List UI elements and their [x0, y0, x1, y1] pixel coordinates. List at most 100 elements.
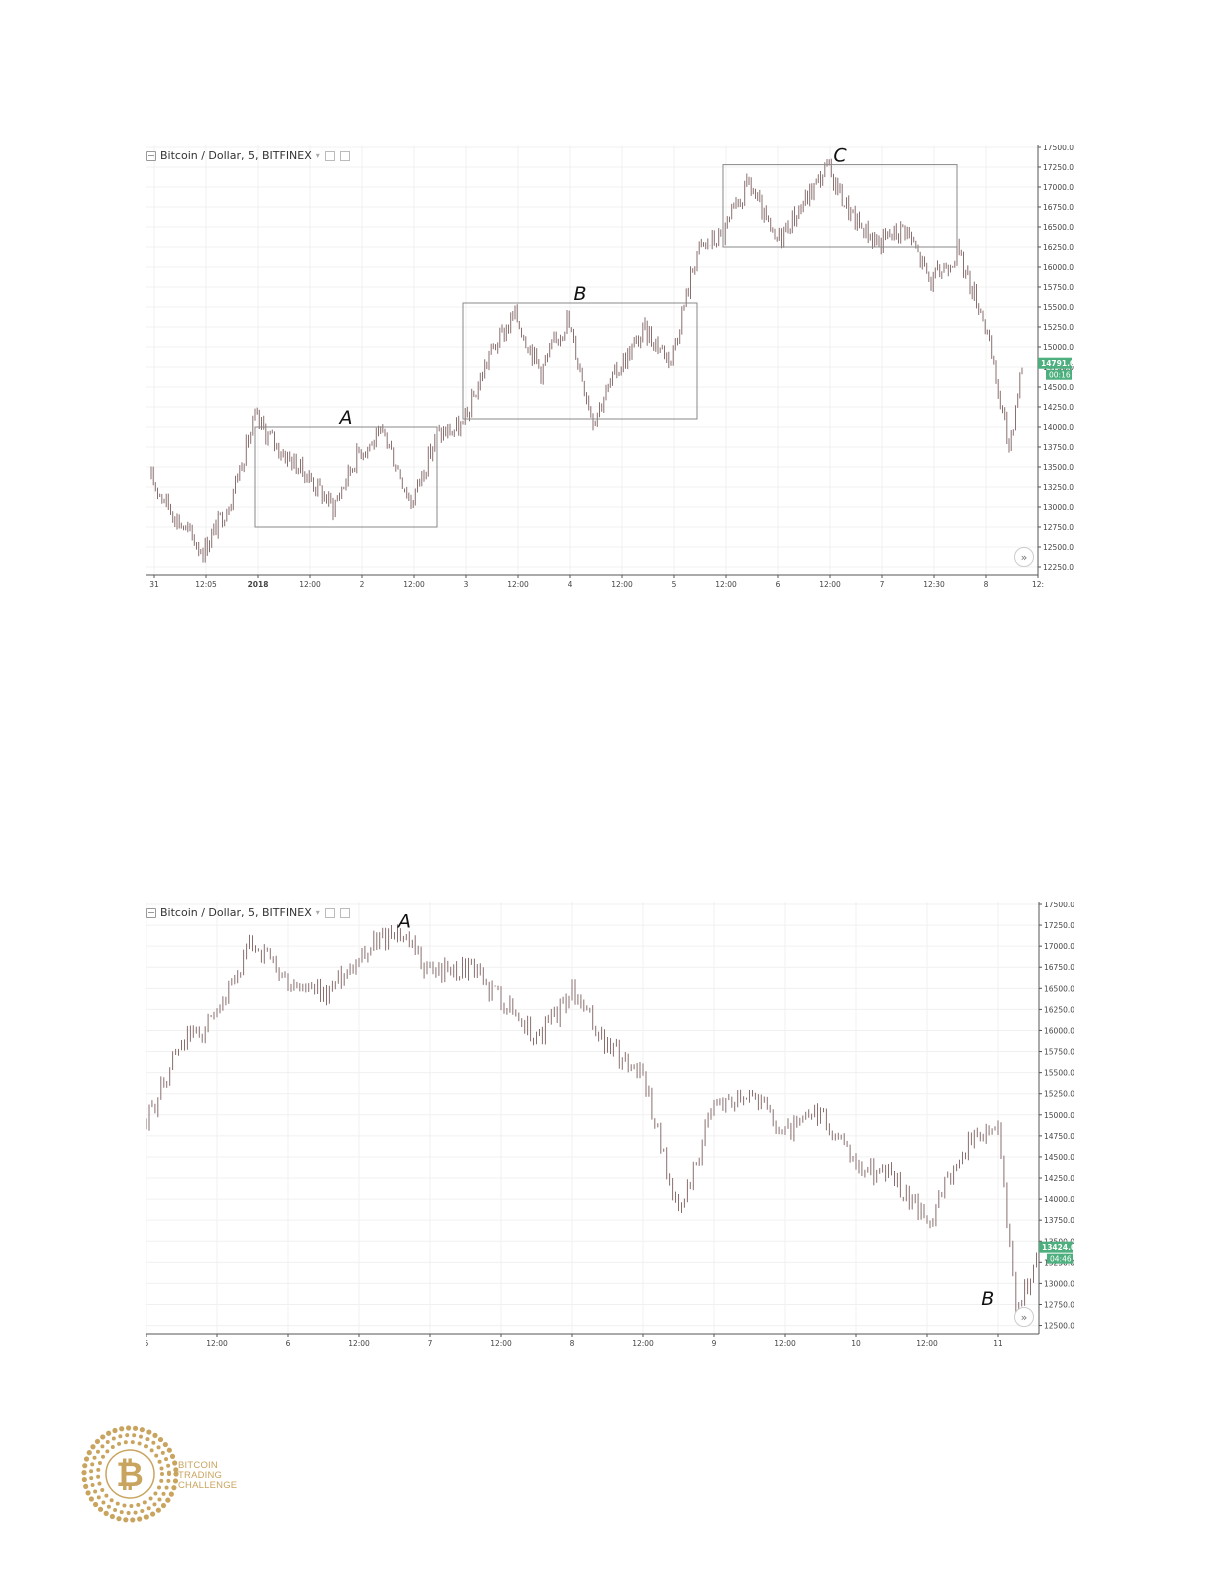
time-tick-label: 2018	[248, 580, 269, 589]
settings-icon[interactable]	[324, 150, 335, 161]
price-tick-label: 16750.0	[1043, 203, 1074, 212]
price-tick-label: 14250.0	[1043, 403, 1074, 412]
time-tick-label: 7	[880, 580, 885, 589]
price-axis-bg	[1039, 902, 1074, 1348]
coin-ring	[105, 1449, 155, 1499]
time-tick-label: 6	[286, 1339, 291, 1348]
time-tick-label: 12:00	[611, 580, 633, 589]
annotation-label-B: B	[981, 1288, 994, 1310]
price-tick-label: 17000.0	[1043, 183, 1074, 192]
chart-bottom[interactable]: A B 17500.0 17250.0 17000.0 16750.0 16500.0 162…	[146, 902, 1074, 1348]
price-tick-label: 16000.0	[1044, 1026, 1074, 1035]
caret-down-icon[interactable]: ▾	[315, 151, 320, 160]
time-tick-label: 12:00	[507, 580, 529, 589]
logo-line-1: BITCOIN	[178, 1460, 218, 1471]
price-tick-label: 16750.0	[1044, 963, 1074, 972]
time-tick-label: 12:00	[819, 580, 841, 589]
price-tick-label: 15250.0	[1043, 323, 1074, 332]
chart-legend[interactable]: Bitcoin / Dollar, 5, BITFINEX ▾	[146, 906, 350, 919]
price-tick-label: 15750.0	[1043, 283, 1074, 292]
time-tick-label: 31	[149, 580, 159, 589]
price-tick-label: 16250.0	[1044, 1005, 1074, 1014]
price-tick-label: 17500.0	[1043, 145, 1074, 152]
price-tick-label: 15000.0	[1044, 1111, 1074, 1120]
price-tick-label: 12750.0	[1044, 1300, 1074, 1309]
scroll-to-realtime-button[interactable]: »	[1014, 547, 1034, 567]
symbol-label: Bitcoin / Dollar, 5, BITFINEX	[160, 906, 312, 919]
price-axis[interactable]: 17500.0 17250.0 17000.0 16750.0 16500.0 16250…	[1037, 145, 1074, 590]
price-tick-label: 14500.0	[1043, 383, 1074, 392]
price-series	[146, 924, 1070, 1316]
time-tick-label: 12:00	[490, 1339, 512, 1348]
price-tick-label: 13000.0	[1044, 1279, 1074, 1288]
price-tick-label: 17250.0	[1043, 163, 1074, 172]
annotations: A B C	[254, 145, 958, 528]
price-tick-label: 14250.0	[1044, 1174, 1074, 1183]
price-tick-label: 16500.0	[1043, 223, 1074, 232]
price-tick-label: 15500.0	[1043, 303, 1074, 312]
hide-icon[interactable]	[339, 150, 350, 161]
hide-icon[interactable]	[339, 907, 350, 918]
time-tick-label: 12:00	[632, 1339, 654, 1348]
price-chart-svg[interactable]: AB17500.017250.017000.016750.016500.0162…	[146, 902, 1074, 1348]
annotation-box-C	[722, 164, 958, 248]
caret-down-icon[interactable]: ▾	[315, 908, 320, 917]
price-tick-label: 16500.0	[1044, 984, 1074, 993]
price-tick-label: 15500.0	[1044, 1069, 1074, 1078]
grid-lines	[146, 902, 1039, 1334]
bitcoin-glyph: ₿	[116, 1455, 144, 1495]
collapse-icon[interactable]	[146, 907, 156, 918]
bitcoin-trading-challenge-logo: ₿ BITCOIN TRADING CHALLENGE	[80, 1424, 240, 1524]
time-tick-label: 12:00	[299, 580, 321, 589]
symbol-label: Bitcoin / Dollar, 5, BITFINEX	[160, 149, 312, 162]
price-series	[150, 158, 1023, 563]
time-tick-label: 3	[464, 580, 469, 589]
price-tick-label: 16000.0	[1043, 263, 1074, 272]
countdown-text: 00:16	[1049, 371, 1071, 380]
time-tick-label: 12:00	[403, 580, 425, 589]
price-tick-label: 12250.0	[1043, 563, 1074, 572]
price-tick-label: 14000.0	[1043, 423, 1074, 432]
price-tick-label: 17250.0	[1044, 921, 1074, 930]
time-tick-label: 10	[851, 1339, 861, 1348]
price-axis[interactable]: 17500.0 17250.0 17000.0 16750.0 16500.0 16250…	[1038, 902, 1074, 1348]
time-tick-label: 12:30	[923, 580, 945, 589]
logo-line-3: CHALLENGE	[178, 1480, 238, 1491]
time-tick-label: 8	[570, 1339, 575, 1348]
time-tick-label: 12:00	[916, 1339, 938, 1348]
time-tick-label: 2	[360, 580, 365, 589]
price-tick-label: 15000.0	[1043, 343, 1074, 352]
scroll-to-realtime-button[interactable]: »	[1014, 1307, 1034, 1327]
time-axis[interactable]: 5 12:00 6 12:00 7 12:00 8 12:00 9 12:00 10 12:00 11	[146, 1333, 1039, 1348]
price-line	[150, 158, 1023, 563]
last-price-tag	[1039, 1241, 1073, 1253]
price-tick-label: 14750.0	[1044, 1132, 1074, 1141]
price-line	[146, 924, 1070, 1316]
price-tick-label: 15750.0	[1044, 1048, 1074, 1057]
time-tick-label: 5	[146, 1339, 149, 1348]
chart-top[interactable]: A B C 17500.0 17250.0 17000.0 16750.0 16500.0 16…	[146, 145, 1074, 590]
price-tick-label: 13500.0	[1043, 463, 1074, 472]
time-tick-label: 4	[568, 580, 573, 589]
time-tick-label: 12:05	[195, 580, 217, 589]
coin-dots	[81, 1425, 179, 1523]
grid-lines	[146, 145, 1039, 575]
price-tick-label: 13250.0	[1043, 483, 1074, 492]
time-tick-label: 12:00	[715, 580, 737, 589]
chart-legend[interactable]: Bitcoin / Dollar, 5, BITFINEX ▾	[146, 149, 350, 162]
collapse-icon[interactable]	[146, 150, 156, 161]
price-tick-label: 17500.0	[1044, 902, 1074, 909]
countdown-tag	[1046, 369, 1072, 380]
price-tick-label: 13750.0	[1043, 443, 1074, 452]
price-tick-label: 12500.0	[1044, 1322, 1074, 1331]
price-tick-label: 16250.0	[1043, 243, 1074, 252]
time-axis[interactable]: 31 12:05 2018 12:00 2 12:00 3 12:00 4 12:00 5 12:00…	[146, 574, 1044, 589]
settings-icon[interactable]	[324, 907, 335, 918]
time-tick-label: 5	[672, 580, 677, 589]
price-tick-label: 17000.0	[1044, 942, 1074, 951]
price-tick-label: 14500.0	[1044, 1153, 1074, 1162]
time-tick-label: 12:	[1032, 580, 1044, 589]
annotation-label-C: C	[833, 145, 847, 167]
countdown-tag	[1047, 1253, 1073, 1264]
price-chart-svg[interactable]: A B C 17500.0 17250.0 17000.0 16750.0 16500.0 16…	[146, 145, 1074, 590]
